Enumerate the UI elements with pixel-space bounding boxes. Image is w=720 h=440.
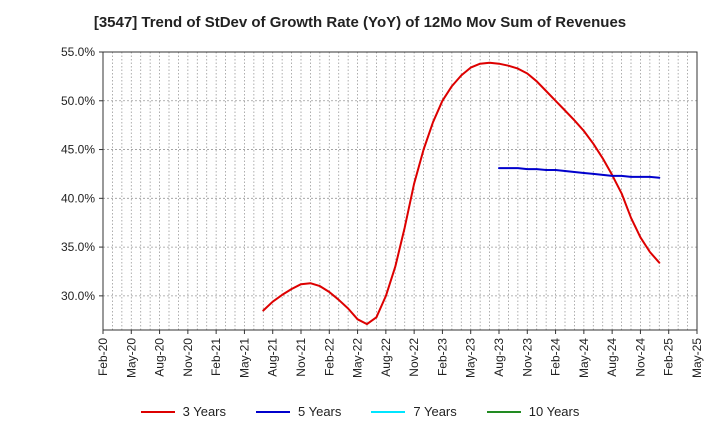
legend-label-7-years: 7 Years <box>413 404 457 419</box>
plot-area-frame <box>102 51 698 331</box>
x-tick-label: May-21 <box>237 338 251 378</box>
x-tick-label: Aug-21 <box>266 338 280 377</box>
x-tick-label: Feb-23 <box>435 338 449 376</box>
legend-label-10-years: 10 Years <box>528 404 580 419</box>
y-tick-label: 30.0% <box>61 289 95 303</box>
y-tick-label: 50.0% <box>61 94 95 108</box>
x-tick-label: May-23 <box>464 338 478 378</box>
y-tick-label: 40.0% <box>61 191 95 205</box>
x-tick-label: Aug-22 <box>379 338 393 377</box>
x-tick-label: May-24 <box>577 338 591 378</box>
x-tick-label: Feb-25 <box>662 338 676 376</box>
chart-title: [3547] Trend of StDev of Growth Rate (Yo… <box>93 14 627 31</box>
x-tick-label: May-25 <box>690 338 704 378</box>
legend-item-5-years: 5 Years <box>256 404 341 419</box>
series-line-3-years <box>262 61 661 326</box>
x-tick-label: Nov-22 <box>407 338 421 377</box>
x-tick-label: Feb-24 <box>549 338 563 376</box>
x-tick-label: May-22 <box>351 338 365 378</box>
legend-item-3-years: 3 Years <box>140 404 226 419</box>
axes: 30.0% 35.0% 40.0% 45.0% 50.0% 55.0% Feb-20 May-… <box>61 45 704 378</box>
x-tick-label: Feb-21 <box>209 338 223 376</box>
series-line-5-years <box>498 167 661 179</box>
legend-swatch-3-years <box>140 410 175 413</box>
legend-swatch-10-years <box>486 410 521 413</box>
legend: 3 Years 5 Years 7 Years 10 Years <box>0 404 720 419</box>
x-tick-label: Feb-22 <box>322 338 336 376</box>
x-tick-label: Aug-20 <box>153 338 167 377</box>
legend-item-10-years: 10 Years <box>486 404 580 419</box>
x-tick-label: Nov-23 <box>520 338 534 377</box>
legend-swatch-5-years <box>256 410 290 413</box>
legend-item-7-years: 7 Years <box>371 404 457 419</box>
legend-label-3-years: 3 Years <box>182 404 226 419</box>
legend-swatch-7-years <box>371 410 406 413</box>
x-tick-label: Aug-24 <box>605 338 619 377</box>
x-tick-label: Nov-21 <box>294 338 308 377</box>
y-tick-label: 45.0% <box>61 143 95 157</box>
x-tick-label: Aug-23 <box>492 338 506 377</box>
x-tick-label: Nov-20 <box>181 338 195 377</box>
x-tick-label: Feb-20 <box>96 338 110 376</box>
grid-lines <box>103 51 697 330</box>
y-tick-label: 55.0% <box>61 45 95 59</box>
legend-label-5-years: 5 Years <box>298 404 342 419</box>
x-tick-label: Nov-24 <box>633 338 647 377</box>
x-tick-label: May-20 <box>124 338 138 378</box>
data-series <box>262 61 661 326</box>
y-tick-label: 35.0% <box>61 240 95 254</box>
